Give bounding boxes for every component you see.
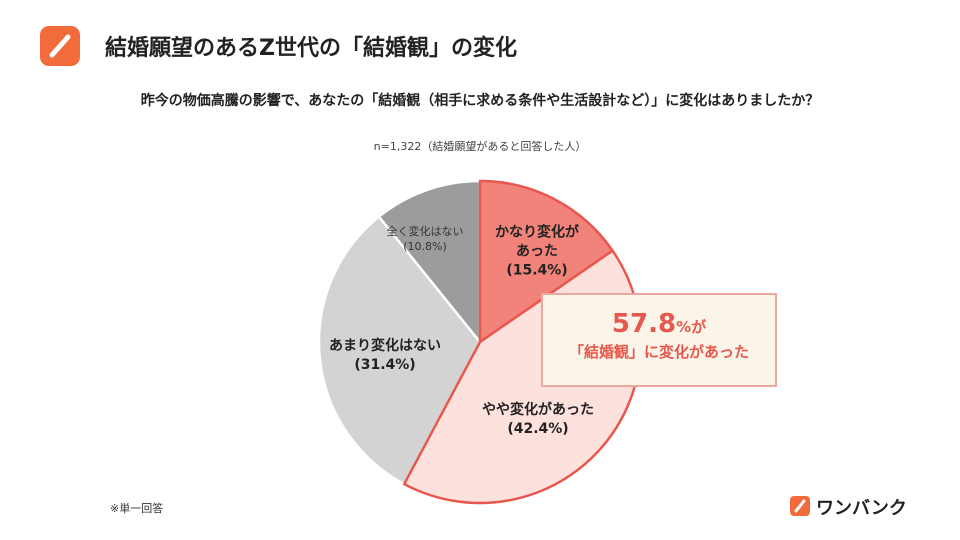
slice-category: あまり変化はない <box>329 338 441 355</box>
logo-slash <box>49 34 71 58</box>
callout-text: 「結婚観」に変化があった <box>568 343 749 361</box>
chart-title: 昨今の物価高騰の影響で、あなたの「結婚観（相手に求める条件や生活設計など）」に変… <box>140 93 820 109</box>
slice-category: 全く変化はない <box>386 225 464 239</box>
slice-category: かなり変化が あった <box>495 224 579 260</box>
pie-slice <box>377 179 482 344</box>
page-title: 結婚願望のあるZ世代の「結婚観」の変化 <box>105 36 517 61</box>
slice-value: (31.4%) <box>354 357 416 373</box>
slice-label: あまり変化はない (31.4%) <box>329 337 441 375</box>
chart-subtitle: n=1,322（結婚願望があると回答した人） <box>373 140 587 153</box>
note: ※単一回答 <box>110 502 164 515</box>
brand: ワンバンク <box>816 498 907 519</box>
slice-value: (15.4%) <box>506 262 568 279</box>
brand-slash <box>794 499 806 513</box>
slice-value: (42.4%) <box>507 421 569 437</box>
slice-value: (10.8%) <box>403 240 447 253</box>
callout-value: 57.8 <box>611 309 677 339</box>
slice-label: やや変化があった (42.4%) <box>482 401 594 439</box>
slice-category: やや変化があった <box>482 402 594 419</box>
slice-label: かなり変化が あった (15.4%) <box>495 224 579 281</box>
callout-unit: %が <box>676 318 707 336</box>
pie-slice <box>478 179 614 344</box>
callout: 57.8%が 「結婚観」に変化があった <box>541 293 777 387</box>
slice-label: 全く変化はない (10.8%) <box>387 225 464 255</box>
